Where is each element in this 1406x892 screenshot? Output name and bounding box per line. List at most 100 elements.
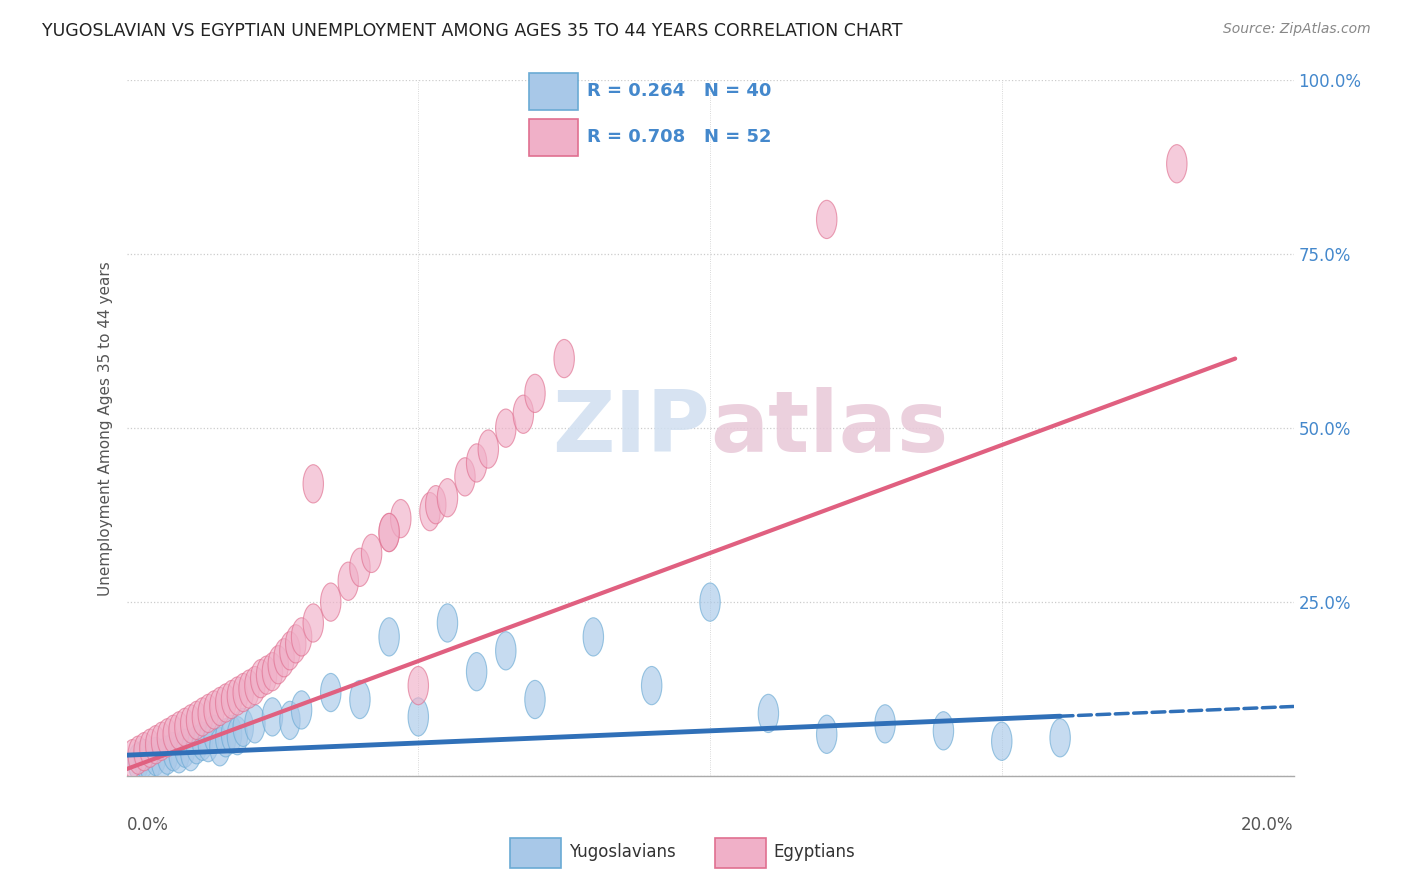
Ellipse shape [163,732,183,771]
Ellipse shape [350,549,370,586]
Ellipse shape [233,673,253,712]
Ellipse shape [128,743,149,781]
Ellipse shape [163,715,183,754]
Ellipse shape [233,708,253,747]
Ellipse shape [145,725,166,764]
Text: ZIP: ZIP [553,386,710,470]
Ellipse shape [291,690,312,729]
Ellipse shape [641,666,662,705]
Ellipse shape [198,694,218,732]
Ellipse shape [391,500,411,538]
Ellipse shape [134,739,155,778]
Ellipse shape [198,723,218,762]
Ellipse shape [700,583,720,621]
Ellipse shape [758,694,779,732]
Y-axis label: Unemployment Among Ages 35 to 44 years: Unemployment Among Ages 35 to 44 years [97,260,112,596]
Text: YUGOSLAVIAN VS EGYPTIAN UNEMPLOYMENT AMONG AGES 35 TO 44 YEARS CORRELATION CHART: YUGOSLAVIAN VS EGYPTIAN UNEMPLOYMENT AMO… [42,22,903,40]
Ellipse shape [228,677,247,715]
Ellipse shape [256,656,277,694]
Ellipse shape [408,698,429,736]
Ellipse shape [378,618,399,656]
Ellipse shape [152,741,172,780]
Ellipse shape [221,715,242,754]
Ellipse shape [221,681,242,719]
Ellipse shape [209,688,231,725]
Ellipse shape [1167,145,1187,183]
Ellipse shape [139,745,160,782]
Ellipse shape [215,719,236,757]
Ellipse shape [262,653,283,690]
Ellipse shape [495,632,516,670]
Ellipse shape [262,698,283,736]
FancyBboxPatch shape [714,838,766,869]
Ellipse shape [245,705,266,743]
Ellipse shape [513,395,533,434]
Ellipse shape [274,639,294,677]
Ellipse shape [245,666,266,705]
FancyBboxPatch shape [529,119,578,156]
Text: Source: ZipAtlas.com: Source: ZipAtlas.com [1223,22,1371,37]
Text: R = 0.264   N = 40: R = 0.264 N = 40 [586,82,770,100]
Ellipse shape [437,479,458,516]
Ellipse shape [817,715,837,754]
Text: Egyptians: Egyptians [773,843,856,861]
Ellipse shape [991,723,1012,760]
Ellipse shape [817,201,837,238]
Ellipse shape [204,715,225,754]
Ellipse shape [215,684,236,723]
Ellipse shape [304,465,323,503]
Ellipse shape [304,604,323,642]
Ellipse shape [350,681,370,719]
Ellipse shape [1050,719,1070,757]
Ellipse shape [408,666,429,705]
Ellipse shape [187,725,207,764]
Ellipse shape [269,646,288,684]
Ellipse shape [454,458,475,496]
Ellipse shape [378,514,399,551]
Ellipse shape [285,624,307,663]
Ellipse shape [228,716,247,755]
Ellipse shape [204,690,225,729]
Ellipse shape [467,653,486,690]
Ellipse shape [169,712,190,750]
Ellipse shape [157,736,177,774]
Text: atlas: atlas [710,386,948,470]
Ellipse shape [495,409,516,447]
Ellipse shape [554,340,575,377]
Ellipse shape [378,514,399,551]
Ellipse shape [180,732,201,771]
Ellipse shape [583,618,603,656]
Ellipse shape [291,618,312,656]
Ellipse shape [478,430,499,468]
Ellipse shape [280,701,299,739]
Ellipse shape [157,719,177,757]
Ellipse shape [524,681,546,719]
Text: Yugoslavians: Yugoslavians [569,843,676,861]
Ellipse shape [467,444,486,482]
FancyBboxPatch shape [529,73,578,110]
Ellipse shape [321,583,342,621]
Text: R = 0.708   N = 52: R = 0.708 N = 52 [586,128,772,146]
Ellipse shape [169,735,190,772]
Ellipse shape [875,705,896,743]
Ellipse shape [128,736,149,774]
Ellipse shape [321,673,342,712]
FancyBboxPatch shape [510,838,561,869]
Ellipse shape [174,729,195,767]
Ellipse shape [193,723,212,760]
Ellipse shape [361,534,382,573]
Ellipse shape [337,562,359,600]
Ellipse shape [420,492,440,531]
Ellipse shape [524,375,546,412]
Ellipse shape [134,732,155,771]
Ellipse shape [187,701,207,739]
Ellipse shape [174,708,195,747]
Ellipse shape [934,712,953,750]
Ellipse shape [193,698,212,736]
Text: 20.0%: 20.0% [1241,816,1294,834]
Ellipse shape [145,738,166,776]
Ellipse shape [280,632,299,670]
Ellipse shape [437,604,458,642]
Ellipse shape [122,739,142,778]
Ellipse shape [152,723,172,760]
